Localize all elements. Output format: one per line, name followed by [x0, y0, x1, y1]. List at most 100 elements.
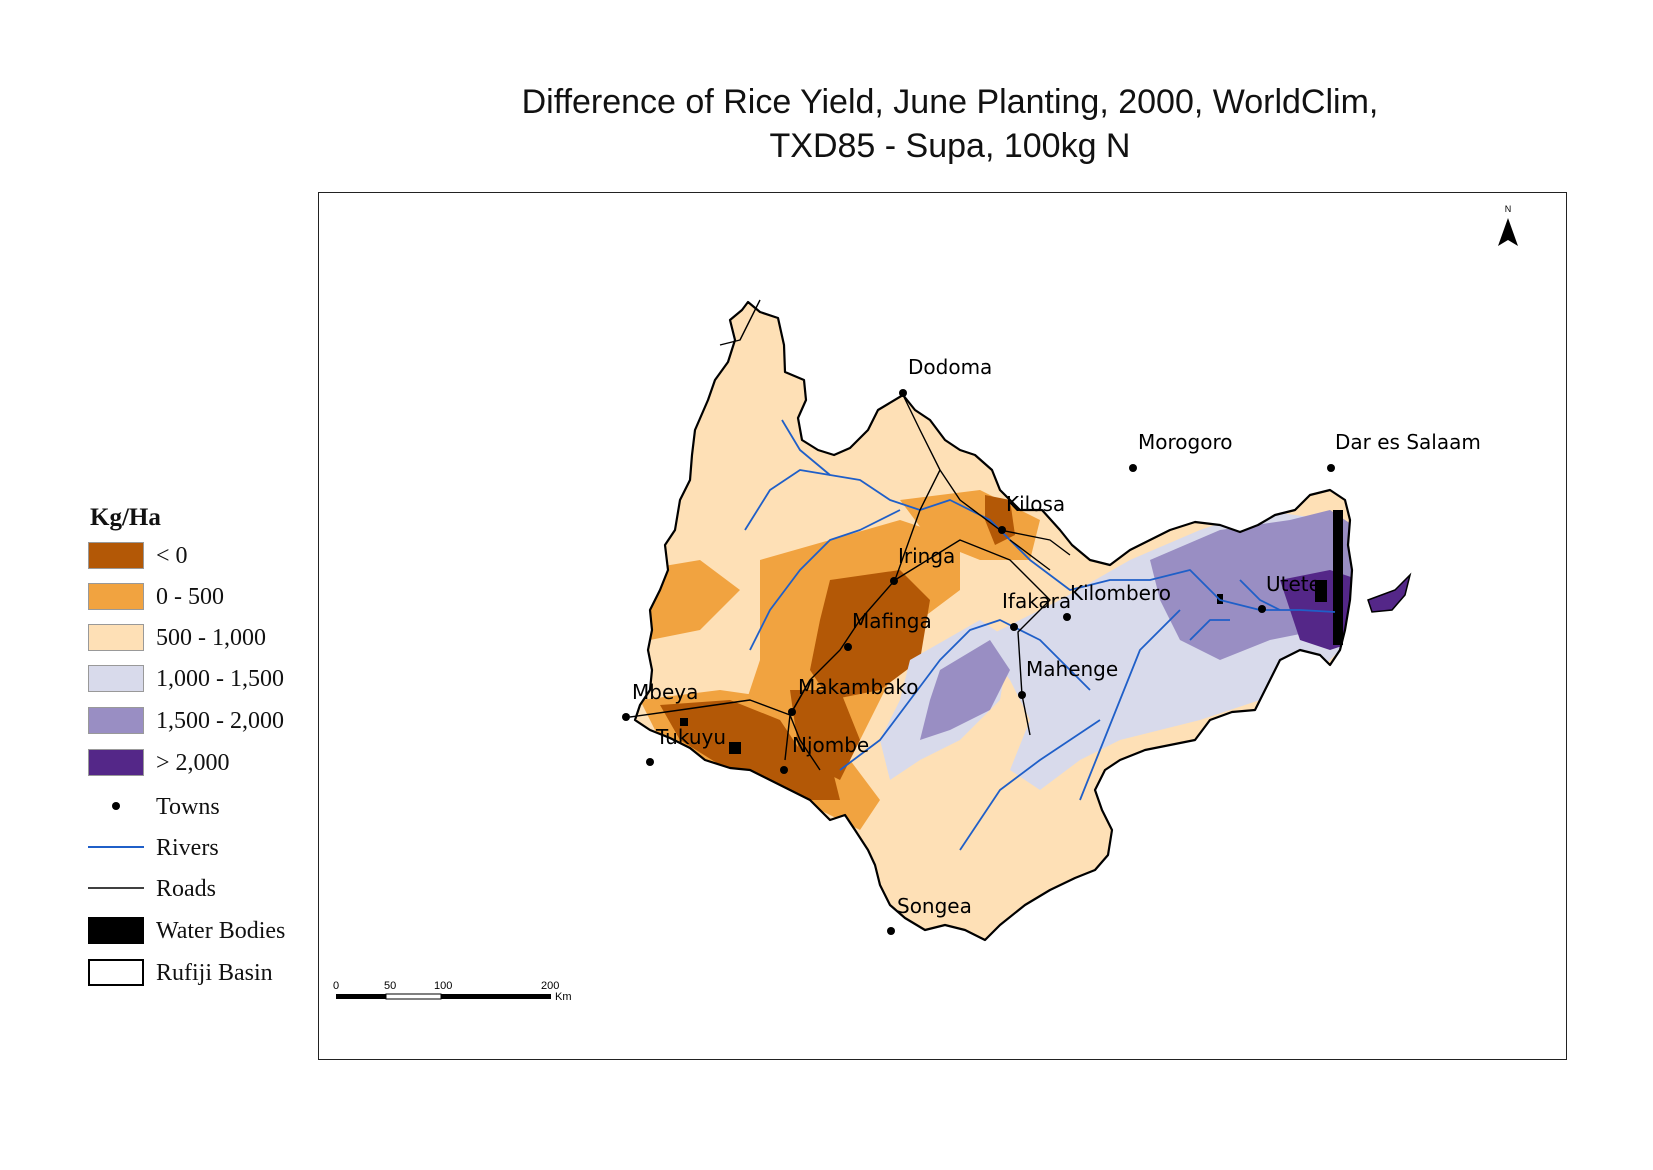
legend-rivers: Rivers	[88, 832, 328, 864]
map-frame	[318, 192, 1567, 1060]
legend-class-label: < 0	[156, 543, 188, 569]
legend-class-row: 500 - 1,000	[88, 622, 328, 654]
scale-tick-100: 100	[434, 980, 452, 992]
scale-segment	[385, 993, 442, 1000]
town-marker	[887, 927, 895, 935]
legend-rivers-label: Rivers	[156, 835, 219, 861]
legend-class-row: < 0	[88, 540, 328, 572]
scale-tick-0: 0	[333, 980, 339, 992]
town-label: Kilosa	[1006, 492, 1065, 516]
town-marker	[646, 758, 654, 766]
town-label: Dar es Salaam	[1335, 430, 1481, 454]
road	[1009, 539, 1051, 571]
town-label: Njombe	[792, 733, 869, 757]
zone-below-0-south	[660, 700, 840, 800]
town-marker	[1063, 613, 1071, 621]
scale-segment	[441, 994, 551, 999]
legend-class-row: 1,000 - 1,500	[88, 663, 328, 695]
legend-class-swatch	[88, 749, 144, 776]
legend-title: Kg/Ha	[90, 504, 161, 531]
legend-class-swatch	[88, 583, 144, 610]
legend-class-label: 0 - 500	[156, 584, 224, 610]
town-label: Iringa	[898, 544, 955, 568]
coastal-island	[1367, 572, 1412, 613]
legend-towns-label: Towns	[156, 794, 220, 820]
town-marker	[1327, 464, 1335, 472]
river	[781, 419, 1336, 613]
north-label: N	[1505, 204, 1512, 214]
legend-class-swatch	[88, 542, 144, 569]
road	[719, 299, 761, 346]
map-title-line-2: TXD85 - Supa, 100kg N	[769, 127, 1131, 165]
north-arrow-icon: N	[1498, 204, 1518, 246]
rufiji-basin-outline	[633, 300, 1354, 942]
legend-class-label: 1,000 - 1,500	[156, 666, 284, 692]
basin-outline-swatch	[88, 959, 144, 986]
town-marker	[899, 389, 907, 397]
scale-tick-50: 50	[384, 980, 396, 992]
zone-below-0-central	[810, 570, 930, 700]
towns-layer: Dodoma Morogoro Dar es Salaam Kilosa Iringa I…	[622, 355, 1481, 935]
legend-water-label: Water Bodies	[156, 918, 286, 944]
scale-tick-200: 200	[541, 980, 559, 992]
river	[1189, 619, 1230, 641]
road-line-icon	[88, 887, 144, 889]
water-body	[1315, 580, 1327, 602]
town-label: Makambako	[798, 675, 919, 699]
river	[839, 619, 1091, 771]
scale-unit: Km	[555, 991, 572, 1003]
legend-class-label: > 2,000	[156, 750, 230, 776]
town-marker	[788, 708, 796, 716]
water-body-swatch	[88, 917, 144, 944]
town-label: Ifakara	[1002, 589, 1071, 613]
town-label: Mahenge	[1026, 657, 1118, 681]
town-dot-icon	[112, 802, 120, 810]
town-marker	[1018, 691, 1026, 699]
legend-class-row: 0 - 500	[88, 581, 328, 613]
river	[749, 509, 901, 651]
legend-basin: Rufiji Basin	[88, 957, 328, 989]
legend-roads-label: Roads	[156, 876, 216, 902]
road	[789, 714, 821, 771]
zone-below-0-njombe	[790, 690, 860, 780]
river	[959, 719, 1101, 851]
legend-water: Water Bodies	[88, 915, 328, 947]
legend-class-swatch	[88, 624, 144, 651]
zone-below-0-kilosa	[985, 495, 1015, 545]
water-body	[729, 742, 741, 754]
town-label: Dodoma	[908, 355, 992, 379]
water-body	[1333, 510, 1343, 645]
water-body	[680, 718, 688, 726]
river	[744, 469, 831, 531]
town-marker	[780, 766, 788, 774]
map-title-line-1: Difference of Rice Yield, June Planting,…	[521, 83, 1379, 121]
town-label: Kilombero	[1070, 581, 1171, 605]
legend-towns: Towns	[88, 791, 328, 823]
legend-class-row: 1,500 - 2,000	[88, 705, 328, 737]
road	[629, 679, 811, 718]
town-label: Utete	[1266, 572, 1321, 596]
legend-roads: Roads	[88, 873, 328, 905]
town-marker	[1258, 605, 1266, 613]
river-line-icon	[88, 846, 144, 848]
town-label: Mbeya	[632, 680, 698, 704]
town-marker	[1010, 623, 1018, 631]
legend-class-label: 1,500 - 2,000	[156, 708, 284, 734]
river	[1079, 609, 1181, 801]
town-marker	[998, 526, 1006, 534]
scale-segment	[336, 994, 386, 999]
town-label: Morogoro	[1138, 430, 1232, 454]
zone-1500-2000-west	[920, 640, 1010, 740]
town-label: Tukuyu	[655, 725, 726, 749]
town-label: Songea	[897, 894, 972, 918]
legend-class-swatch	[88, 707, 144, 734]
legend-basin-label: Rufiji Basin	[156, 960, 273, 986]
town-label: Mafinga	[852, 609, 932, 633]
river	[1239, 579, 1281, 611]
legend-class-label: 500 - 1,000	[156, 625, 266, 651]
town-marker	[622, 713, 630, 721]
town-marker	[844, 643, 852, 651]
town-marker	[1129, 464, 1137, 472]
